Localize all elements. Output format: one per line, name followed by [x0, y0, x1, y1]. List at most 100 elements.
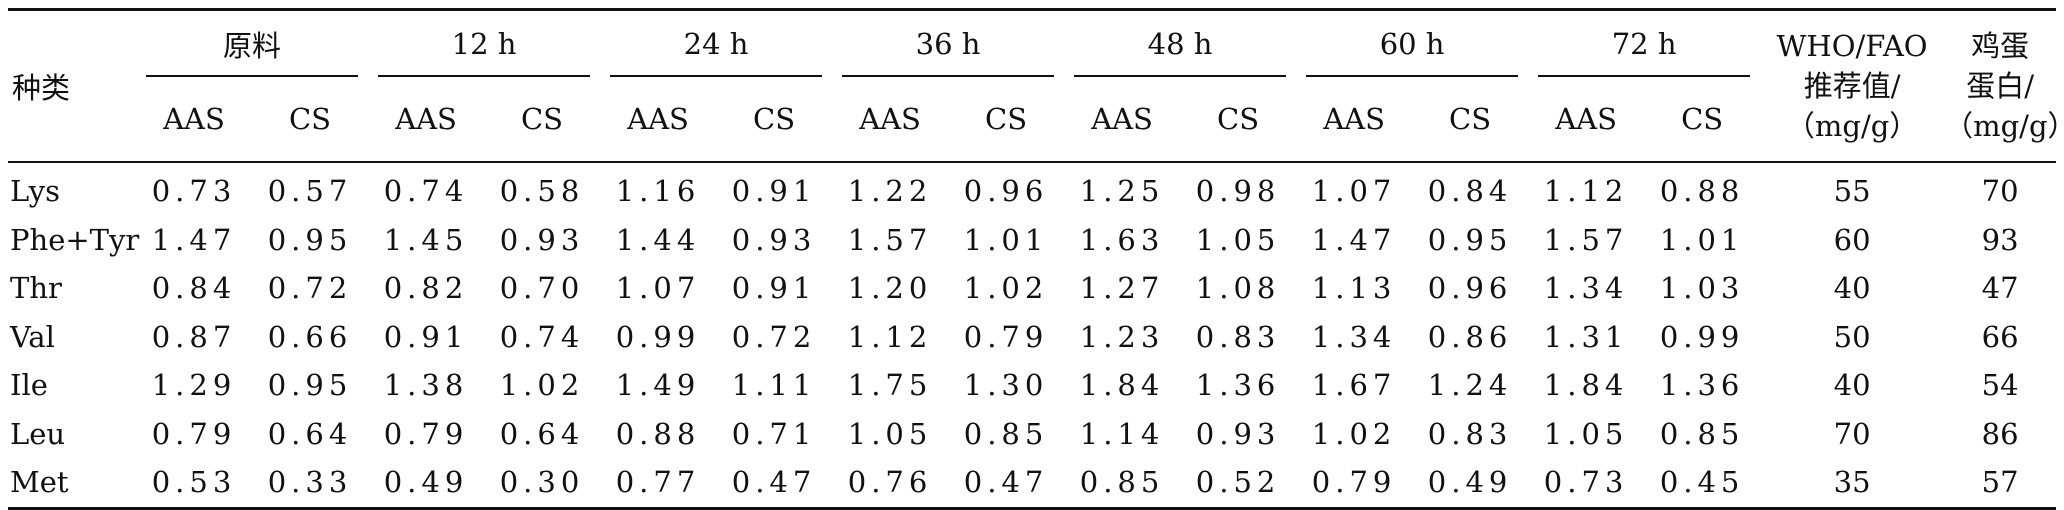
cs-cell: 0.57 — [267, 174, 353, 209]
table-row: Val 0.87 0.66 0.91 0.74 0.99 0.72 1.12 0.79 1.23 0… — [8, 313, 2056, 362]
table-row: Met 0.53 0.33 0.49 0.30 0.77 0.47 0.76 0.47 0.85 0… — [8, 458, 2057, 510]
aas-cell: 1.49 — [615, 368, 701, 403]
aas-cell: 1.63 — [1079, 222, 1165, 257]
table-row: Thr 0.84 0.72 0.82 0.70 1.07 0.91 1.20 1.02 1.27 1… — [8, 264, 2056, 313]
amino-acid-score-table: 种类 原料 12 h 24 h 36 h 48 h 60 h 72 h WHO/… — [8, 8, 2064, 510]
cs-cell: 0.72 — [731, 319, 817, 354]
sub-header-cs: CS — [484, 77, 601, 163]
species-cell: Thr — [10, 271, 62, 306]
table-row: Leu 0.79 0.64 0.79 0.64 0.88 0.71 1.05 0.85 1.14 0… — [8, 410, 2056, 459]
cs-cell: 0.33 — [252, 458, 369, 510]
sub-header-cs: CS — [948, 77, 1065, 163]
sub-header-cs: CS — [716, 77, 833, 163]
egg-protein-value-cell: 47 — [1981, 271, 2019, 306]
who-fao-value-cell: 50 — [1833, 319, 1871, 354]
aas-cell: 1.45 — [383, 222, 469, 257]
aas-cell: 1.38 — [383, 368, 469, 403]
cs-cell: 0.64 — [267, 416, 353, 451]
cs-cell: 0.95 — [267, 368, 353, 403]
aas-cell: 0.87 — [151, 319, 237, 354]
cs-cell: 1.01 — [963, 222, 1049, 257]
cs-cell: 0.64 — [499, 416, 585, 451]
aas-cell: 1.05 — [847, 416, 933, 451]
species-cell: Ile — [10, 368, 48, 403]
aas-cell: 1.05 — [1543, 416, 1629, 451]
group-header-24h: 24 h — [600, 8, 833, 78]
aas-cell: 1.29 — [151, 368, 237, 403]
species-header: 种类 — [8, 8, 136, 163]
cs-cell: 1.36 — [1659, 368, 1745, 403]
aas-cell: 0.82 — [383, 271, 469, 306]
sub-header-cs: CS — [1644, 77, 1761, 163]
aas-cell: 0.84 — [151, 271, 237, 306]
aas-cell: 1.84 — [1079, 368, 1165, 403]
egg-protein-value-cell: 54 — [1981, 368, 2019, 403]
table-row: Phe+Tyr 1.47 0.95 1.45 0.93 1.44 0.93 1.57 1.01 1… — [8, 216, 2056, 265]
cs-cell: 0.66 — [267, 319, 353, 354]
aas-cell: 0.74 — [383, 174, 469, 209]
cs-cell: 0.99 — [1659, 319, 1745, 354]
cs-cell: 1.02 — [499, 368, 585, 403]
sub-header-aas: AAS — [832, 77, 949, 163]
aas-cell: 1.20 — [847, 271, 933, 306]
aas-cell: 0.79 — [383, 416, 469, 451]
cs-cell: 1.30 — [963, 368, 1049, 403]
cs-cell: 1.01 — [1659, 222, 1745, 257]
sub-header-aas: AAS — [1528, 77, 1645, 163]
cs-cell: 1.03 — [1659, 271, 1745, 306]
group-header-12h: 12 h — [368, 8, 601, 78]
species-cell: Lys — [10, 174, 61, 209]
aas-cell: 0.76 — [832, 458, 949, 510]
cs-cell: 0.47 — [716, 458, 833, 510]
who-fao-value-cell: 70 — [1833, 416, 1871, 451]
aas-cell: 1.07 — [1311, 174, 1397, 209]
cs-cell: 0.85 — [1659, 416, 1745, 451]
egg-line-2: 蛋白/ — [1966, 69, 2034, 103]
cs-cell: 0.86 — [1427, 319, 1513, 354]
aas-cell: 1.12 — [847, 319, 933, 354]
aas-cell: 0.85 — [1064, 458, 1181, 510]
aas-cell: 0.73 — [1528, 458, 1645, 510]
aas-cell: 1.34 — [1311, 319, 1397, 354]
aas-cell: 1.27 — [1079, 271, 1165, 306]
aas-cell: 1.25 — [1079, 174, 1165, 209]
cs-cell: 0.96 — [963, 174, 1049, 209]
sub-header-cs: CS — [252, 77, 369, 163]
who-fao-header: WHO/FAO 推荐值/ （mg/g） — [1760, 8, 1945, 163]
species-cell: Leu — [10, 416, 66, 451]
sub-header-aas: AAS — [136, 77, 252, 163]
who-fao-value-cell: 55 — [1833, 174, 1871, 209]
egg-protein-header: 鸡蛋 蛋白/ （mg/g） — [1944, 8, 2064, 163]
aas-cell: 1.44 — [615, 222, 701, 257]
aas-cell: 1.12 — [1543, 174, 1629, 209]
who-fao-line-2: 推荐值/ — [1803, 69, 1901, 103]
who-fao-line-3: （mg/g） — [1785, 109, 1919, 143]
egg-protein-value-cell: 70 — [1981, 174, 2019, 209]
cs-cell: 0.96 — [1427, 271, 1513, 306]
cs-cell: 0.45 — [1644, 458, 1761, 510]
aas-cell: 1.31 — [1543, 319, 1629, 354]
cs-cell: 0.52 — [1180, 458, 1297, 510]
cs-cell: 0.85 — [963, 416, 1049, 451]
aas-cell: 0.99 — [615, 319, 701, 354]
cs-cell: 0.93 — [499, 222, 585, 257]
aas-cell: 1.14 — [1079, 416, 1165, 451]
who-fao-value-cell: 35 — [1760, 458, 1945, 510]
cs-cell: 0.74 — [499, 319, 585, 354]
cs-cell: 0.83 — [1427, 416, 1513, 451]
cs-cell: 0.88 — [1659, 174, 1745, 209]
who-fao-value-cell: 40 — [1833, 368, 1871, 403]
group-header-raw: 原料 — [136, 8, 369, 78]
sub-header-aas: AAS — [1296, 77, 1413, 163]
sub-header-aas: AAS — [1064, 77, 1181, 163]
cs-cell: 1.36 — [1195, 368, 1281, 403]
cs-cell: 0.93 — [731, 222, 817, 257]
table-row: Lys 0.73 0.57 0.74 0.58 1.16 0.91 1.22 0.96 1.25 0… — [8, 162, 2056, 216]
group-header-36h: 36 h — [832, 8, 1065, 78]
egg-protein-value-cell: 66 — [1981, 319, 2019, 354]
aas-cell: 1.57 — [847, 222, 933, 257]
aas-cell: 1.22 — [847, 174, 933, 209]
sub-header-cs: CS — [1180, 77, 1297, 163]
who-fao-value-cell: 60 — [1833, 222, 1871, 257]
aas-cell: 0.77 — [600, 458, 717, 510]
